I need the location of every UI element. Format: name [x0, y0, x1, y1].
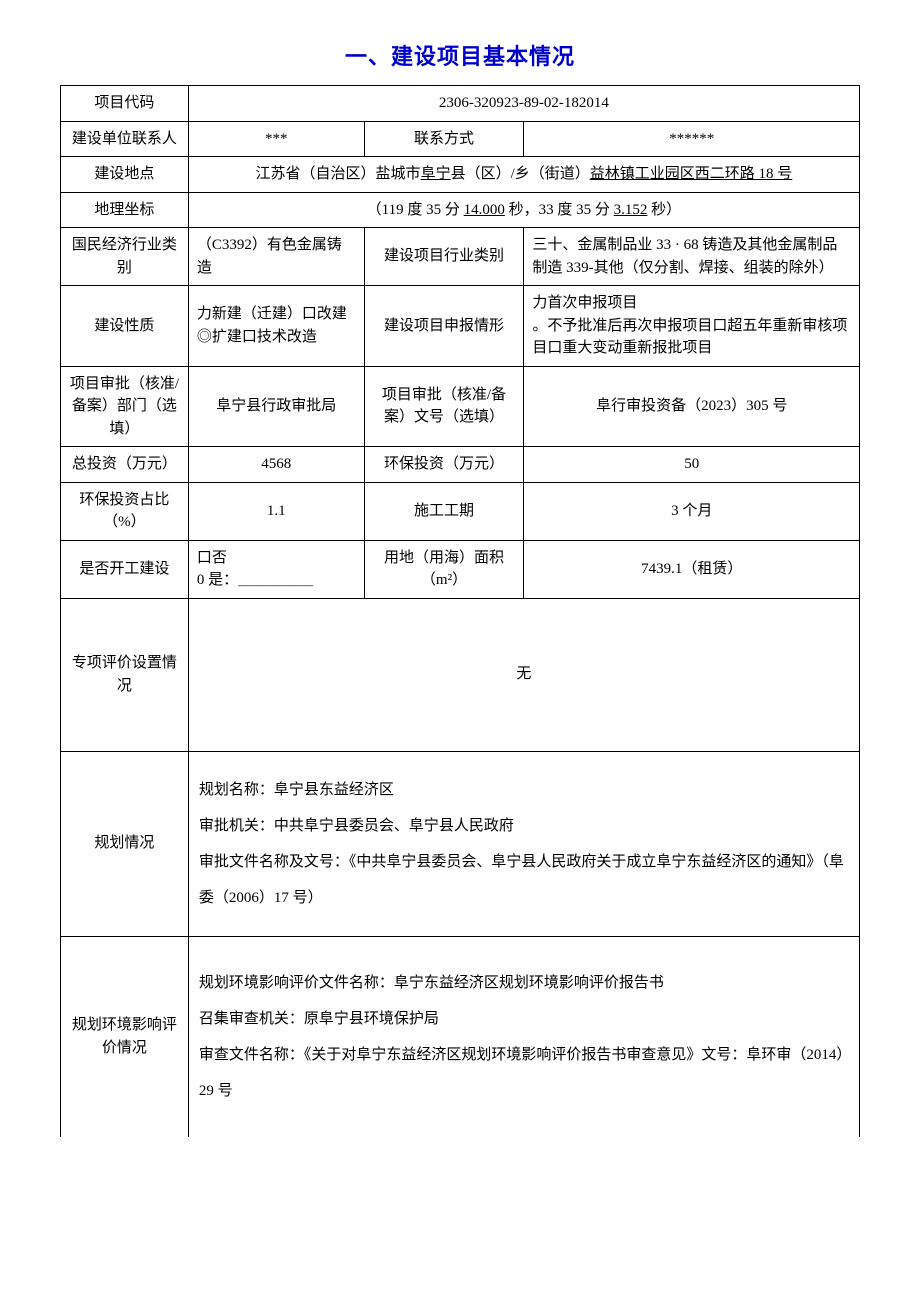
page-title: 一、建设项目基本情况: [60, 40, 860, 73]
label-approval-dept: 项目审批（核准/备案）部门（选填）: [61, 366, 189, 447]
row-planning-eia: 规划环境影响评价情况 规划环境影响评价文件名称：阜宁东益经济区规划环境影响评价报…: [61, 936, 860, 1137]
coords-a: （119 度 35 分: [367, 202, 464, 218]
label-special-eval: 专项评价设置情况: [61, 598, 189, 751]
label-declaration-type: 建设项目申报情形: [364, 286, 524, 367]
value-project-code: 2306-320923-89-02-182014: [188, 86, 859, 122]
loc-mid: 县（区）/乡（街道）: [451, 166, 590, 182]
label-land-area: 用地（用海）面积（m²）: [364, 540, 524, 598]
row-nature: 建设性质 力新建（迁建）口改建 ◎扩建口技术改造 建设项目申报情形 力首次申报项…: [61, 286, 860, 367]
value-planning: 规划名称：阜宁县东益经济区 审批机关：中共阜宁县委员会、阜宁县人民政府 审批文件…: [188, 751, 859, 936]
label-started: 是否开工建设: [61, 540, 189, 598]
label-project-code: 项目代码: [61, 86, 189, 122]
label-env-investment: 环保投资（万元）: [364, 447, 524, 483]
value-location: 江苏省（自治区）盐城市阜宁县（区）/乡（街道）益林镇工业园区西二环路 18 号: [188, 157, 859, 193]
value-contact-method: ******: [524, 121, 860, 157]
label-contact-method: 联系方式: [364, 121, 524, 157]
label-project-industry: 建设项目行业类别: [364, 228, 524, 286]
loc-prefix: 江苏省（自治区）盐城市: [256, 166, 421, 182]
label-env-ratio: 环保投资占比（%）: [61, 482, 189, 540]
loc-u1: 阜宁: [421, 166, 451, 182]
label-industry-code: 国民经济行业类别: [61, 228, 189, 286]
value-declaration-type: 力首次申报项目 。不予批准后再次申报项目口超五年重新审核项目口重大变动重新报批项…: [524, 286, 860, 367]
row-ratio: 环保投资占比（%） 1.1 施工工期 3 个月: [61, 482, 860, 540]
label-planning: 规划情况: [61, 751, 189, 936]
value-env-investment: 50: [524, 447, 860, 483]
value-coords: （119 度 35 分 14.000 秒，33 度 35 分 3.152 秒）: [188, 192, 859, 228]
coords-u1: 14.000: [464, 202, 505, 218]
coords-b: 秒，33 度 35 分: [505, 202, 614, 218]
label-location: 建设地点: [61, 157, 189, 193]
row-coords: 地理坐标 （119 度 35 分 14.000 秒，33 度 35 分 3.15…: [61, 192, 860, 228]
value-contact-person: ***: [188, 121, 364, 157]
value-env-ratio: 1.1: [188, 482, 364, 540]
value-construction-nature: 力新建（迁建）口改建 ◎扩建口技术改造: [188, 286, 364, 367]
value-started: 口否 0 是：＿＿＿＿＿: [188, 540, 364, 598]
coords-c: 秒）: [647, 202, 681, 218]
value-planning-eia: 规划环境影响评价文件名称：阜宁东益经济区规划环境影响评价报告书 召集审查机关：原…: [188, 936, 859, 1137]
row-approval: 项目审批（核准/备案）部门（选填） 阜宁县行政审批局 项目审批（核准/备案）文号…: [61, 366, 860, 447]
row-started: 是否开工建设 口否 0 是：＿＿＿＿＿ 用地（用海）面积（m²） 7439.1（…: [61, 540, 860, 598]
value-approval-no: 阜行审投资备（2023）305 号: [524, 366, 860, 447]
main-table: 项目代码 2306-320923-89-02-182014 建设单位联系人 **…: [60, 85, 860, 1137]
value-land-area: 7439.1（租赁）: [524, 540, 860, 598]
row-planning: 规划情况 规划名称：阜宁县东益经济区 审批机关：中共阜宁县委员会、阜宁县人民政府…: [61, 751, 860, 936]
label-contact-person: 建设单位联系人: [61, 121, 189, 157]
label-planning-eia: 规划环境影响评价情况: [61, 936, 189, 1137]
label-construction-nature: 建设性质: [61, 286, 189, 367]
row-contact: 建设单位联系人 *** 联系方式 ******: [61, 121, 860, 157]
label-coords: 地理坐标: [61, 192, 189, 228]
value-special-eval: 无: [188, 598, 859, 751]
label-approval-no: 项目审批（核准/备案）文号（选填）: [364, 366, 524, 447]
label-construction-period: 施工工期: [364, 482, 524, 540]
value-approval-dept: 阜宁县行政审批局: [188, 366, 364, 447]
value-total-investment: 4568: [188, 447, 364, 483]
value-industry-code: （C3392）有色金属铸造: [188, 228, 364, 286]
value-construction-period: 3 个月: [524, 482, 860, 540]
row-location: 建设地点 江苏省（自治区）盐城市阜宁县（区）/乡（街道）益林镇工业园区西二环路 …: [61, 157, 860, 193]
coords-u2: 3.152: [614, 202, 648, 218]
loc-u2: 益林镇工业园区西二环路 18 号: [590, 166, 793, 182]
row-special-eval: 专项评价设置情况 无: [61, 598, 860, 751]
row-industry: 国民经济行业类别 （C3392）有色金属铸造 建设项目行业类别 三十、金属制品业…: [61, 228, 860, 286]
label-total-investment: 总投资（万元）: [61, 447, 189, 483]
row-project-code: 项目代码 2306-320923-89-02-182014: [61, 86, 860, 122]
value-project-industry: 三十、金属制品业 33 · 68 铸造及其他金属制品制造 339-其他（仅分割、…: [524, 228, 860, 286]
row-investment: 总投资（万元） 4568 环保投资（万元） 50: [61, 447, 860, 483]
